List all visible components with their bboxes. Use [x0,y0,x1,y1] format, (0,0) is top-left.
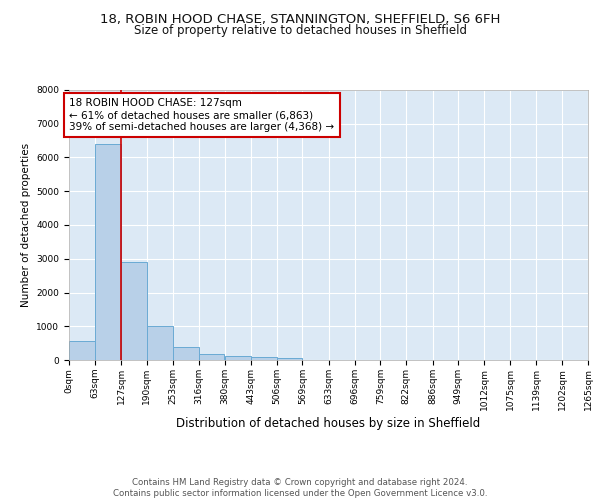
Bar [95,144,121,360]
Text: Contains HM Land Registry data © Crown copyright and database right 2024.
Contai: Contains HM Land Registry data © Crown c… [113,478,487,498]
Bar [147,326,173,360]
Bar [69,342,95,360]
Bar [199,354,224,360]
Text: Size of property relative to detached houses in Sheffield: Size of property relative to detached ho… [133,24,467,37]
Bar [225,356,251,360]
Y-axis label: Number of detached properties: Number of detached properties [21,143,31,307]
Bar [121,262,147,360]
Text: 18 ROBIN HOOD CHASE: 127sqm
← 61% of detached houses are smaller (6,863)
39% of : 18 ROBIN HOOD CHASE: 127sqm ← 61% of det… [70,98,335,132]
Bar [173,348,199,360]
Text: 18, ROBIN HOOD CHASE, STANNINGTON, SHEFFIELD, S6 6FH: 18, ROBIN HOOD CHASE, STANNINGTON, SHEFF… [100,12,500,26]
Bar [277,358,302,360]
Bar [251,358,277,360]
X-axis label: Distribution of detached houses by size in Sheffield: Distribution of detached houses by size … [176,416,481,430]
